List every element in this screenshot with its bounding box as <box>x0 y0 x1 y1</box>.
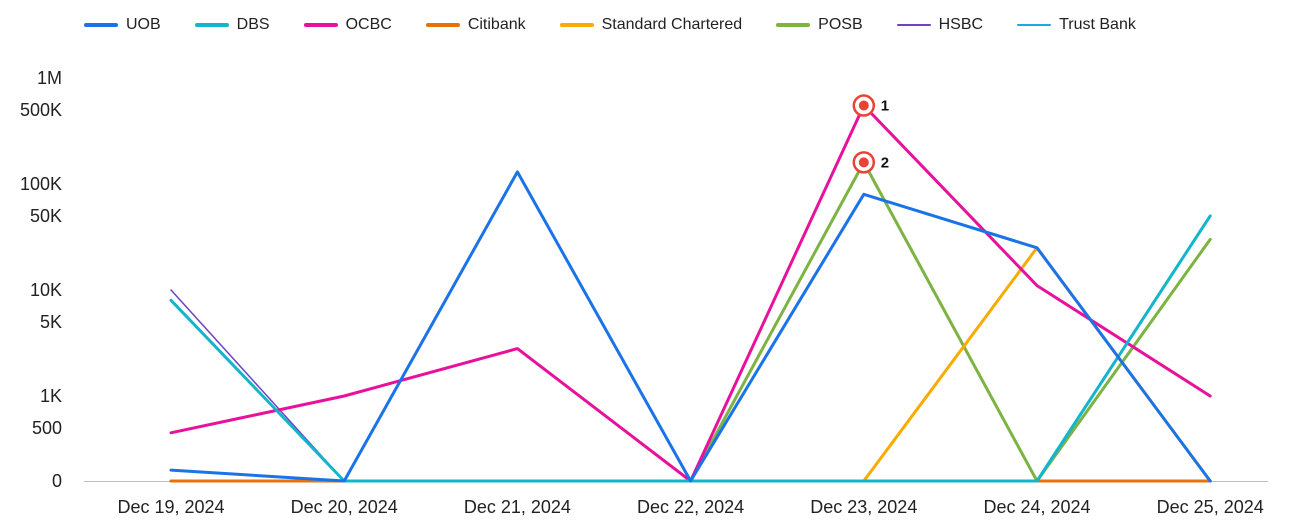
series-line-standard-chartered <box>169 246 1212 483</box>
x-tick-label: Dec 22, 2024 <box>637 497 744 517</box>
legend-item-ocbc[interactable]: OCBC <box>303 16 392 34</box>
legend-label: Trust Bank <box>1059 16 1136 33</box>
series-line-dbs <box>169 214 1212 483</box>
y-tick-label: 500K <box>20 100 62 120</box>
legend-item-posb[interactable]: POSB <box>776 16 863 34</box>
chart-legend: UOB DBS OCBC Citibank Standard Chartered POSB… <box>84 14 1170 36</box>
annotation-label: 2 <box>881 154 889 171</box>
legend-swatch <box>84 23 118 27</box>
y-tick-label: 100K <box>20 174 62 194</box>
legend-item-citibank[interactable]: Citibank <box>425 16 526 34</box>
legend-label: UOB <box>126 16 161 33</box>
legend-swatch <box>1017 24 1052 26</box>
x-tick-label: Dec 21, 2024 <box>464 497 571 517</box>
legend-item-uob[interactable]: UOB <box>84 16 161 34</box>
series-lines <box>169 104 1212 483</box>
legend-item-trust-bank[interactable]: Trust Bank <box>1017 16 1136 34</box>
legend-swatch <box>559 23 594 27</box>
y-axis-ticks: 0 500 1K 5K 10K 50K 100K 500K 1M <box>20 68 62 491</box>
annotation-label: 1 <box>881 98 889 115</box>
legend-label: POSB <box>818 16 863 33</box>
legend-swatch <box>776 23 811 27</box>
legend-swatch <box>303 23 338 27</box>
annotations: 12 <box>852 94 889 174</box>
legend-swatch <box>425 23 460 27</box>
legend-label: Citibank <box>467 16 526 33</box>
legend-item-hsbc[interactable]: HSBC <box>896 16 984 34</box>
annotation-marker-dot <box>858 100 869 111</box>
series-line-uob <box>169 170 1212 483</box>
legend-item-standard-chartered[interactable]: Standard Chartered <box>559 16 743 34</box>
y-tick-label: 1K <box>40 386 62 406</box>
series-line-ocbc <box>169 104 1212 483</box>
legend-label: HSBC <box>938 16 984 33</box>
x-tick-label: Dec 23, 2024 <box>810 497 917 517</box>
x-tick-label: Dec 20, 2024 <box>291 497 398 517</box>
y-tick-label: 5K <box>40 312 62 332</box>
series-line-posb <box>169 160 1212 483</box>
legend-swatch <box>896 24 931 26</box>
x-axis-ticks: Dec 19, 2024 Dec 20, 2024 Dec 21, 2024 Dec … <box>117 497 1263 517</box>
y-tick-label: 10K <box>30 280 62 300</box>
x-tick-label: Dec 25, 2024 <box>1157 497 1264 517</box>
y-tick-label: 500 <box>32 418 62 438</box>
y-tick-label: 0 <box>52 471 62 491</box>
x-tick-label: Dec 24, 2024 <box>983 497 1090 517</box>
legend-swatch <box>194 23 229 27</box>
y-tick-label: 1M <box>37 68 62 88</box>
legend-label: OCBC <box>345 16 392 33</box>
y-tick-label: 50K <box>30 206 62 226</box>
legend-item-dbs[interactable]: DBS <box>194 16 270 34</box>
legend-label: Standard Chartered <box>601 16 743 33</box>
annotation-marker-dot <box>858 157 869 168</box>
legend-label: DBS <box>236 16 270 33</box>
x-tick-label: Dec 19, 2024 <box>117 497 224 517</box>
